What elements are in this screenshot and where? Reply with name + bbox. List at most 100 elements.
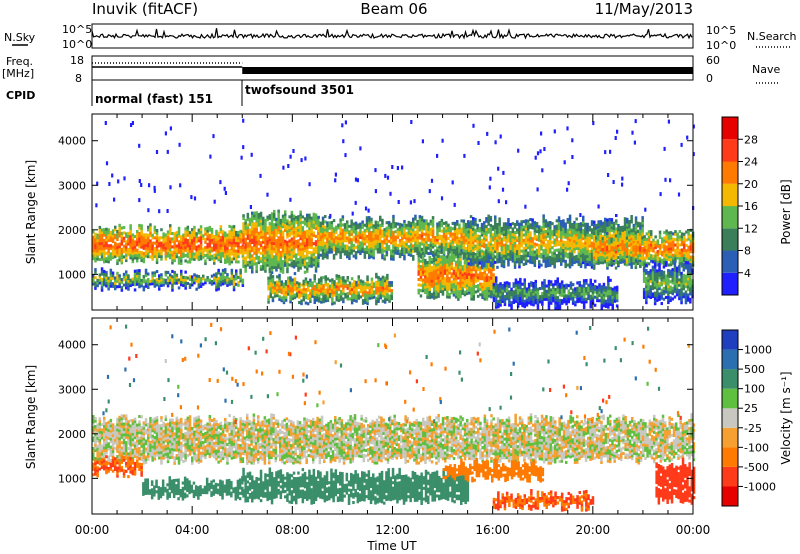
heatmap-cell	[98, 242, 102, 246]
heatmap-cell	[107, 284, 110, 288]
heatmap-cell	[314, 221, 318, 225]
heatmap-cell	[595, 229, 598, 233]
heatmap-cell	[450, 291, 453, 295]
heatmap-cell	[237, 233, 240, 237]
heatmap-cell	[193, 241, 196, 245]
heatmap-cell	[452, 253, 456, 257]
heatmap-cell	[566, 244, 570, 248]
heatmap-cell	[463, 271, 467, 275]
heatmap-cell	[494, 220, 497, 224]
heatmap-cell	[94, 284, 97, 288]
heatmap-cell	[210, 249, 214, 253]
heatmap-cell	[601, 227, 605, 231]
heatmap-cell	[451, 237, 455, 241]
heatmap-cell	[279, 234, 283, 238]
heatmap-cell	[494, 239, 497, 243]
heatmap-cell	[160, 252, 163, 256]
heatmap-cell	[277, 255, 280, 259]
heatmap-cell	[147, 283, 150, 287]
heatmap-cell	[426, 279, 429, 283]
heatmap-cell	[414, 225, 417, 229]
heatmap-cell	[396, 227, 400, 231]
heatmap-cell	[257, 213, 261, 217]
heatmap-cell	[546, 234, 550, 238]
heatmap-cell	[242, 240, 245, 244]
heatmap-cell	[324, 280, 327, 284]
heatmap-cell	[357, 286, 360, 290]
heatmap-cell	[431, 221, 435, 225]
heatmap-cell	[224, 281, 227, 285]
heatmap-cell	[255, 267, 258, 271]
heatmap-cell	[553, 238, 556, 242]
heatmap-cell	[582, 234, 585, 238]
heatmap-cell	[434, 244, 437, 248]
heatmap-cell	[271, 285, 275, 289]
heatmap-cell	[228, 254, 231, 258]
heatmap-cell	[232, 227, 236, 231]
heatmap-cell	[277, 209, 280, 213]
heatmap-cell	[462, 224, 466, 228]
heatmap-cell	[533, 237, 537, 241]
heatmap-cell	[312, 258, 316, 262]
heatmap-cell	[425, 248, 428, 252]
heatmap-cell	[215, 285, 218, 289]
heatmap-cell	[92, 249, 95, 253]
heatmap-cell	[509, 244, 512, 248]
heatmap-cell	[180, 277, 183, 281]
heatmap-cell	[109, 268, 113, 272]
heatmap-cell	[122, 250, 126, 254]
heatmap-cell	[300, 283, 303, 287]
heatmap-cell	[350, 243, 353, 247]
heatmap-cell	[341, 228, 345, 232]
heatmap-cell	[105, 284, 108, 288]
heatmap-cell	[450, 264, 453, 268]
heatmap-cell	[317, 278, 321, 282]
heatmap-cell	[292, 265, 296, 269]
heatmap-cell	[255, 246, 258, 250]
heatmap-cell	[224, 239, 227, 243]
heatmap-cell	[147, 236, 150, 240]
heatmap-cell	[513, 233, 517, 237]
heatmap-cell	[251, 257, 254, 261]
heatmap-cell	[118, 223, 121, 227]
heatmap-cell	[460, 230, 463, 234]
heatmap-cell	[626, 233, 629, 237]
heatmap-cell	[425, 251, 428, 255]
heatmap-cell	[428, 258, 431, 262]
heatmap-cell	[328, 234, 331, 238]
heatmap-cell	[271, 299, 275, 303]
heatmap-cell	[377, 278, 380, 282]
heatmap-cell	[335, 238, 338, 242]
heatmap-cell	[617, 248, 620, 252]
heatmap-cell	[96, 257, 99, 261]
heatmap-cell	[317, 221, 320, 225]
heatmap-cell	[560, 257, 563, 261]
heatmap-cell	[324, 241, 327, 245]
heatmap-cell	[447, 223, 450, 227]
heatmap-cell	[416, 230, 419, 234]
heatmap-cell	[476, 268, 480, 272]
heatmap-cell	[158, 236, 161, 240]
heatmap-cell	[197, 255, 201, 259]
heatmap-cell	[118, 255, 121, 259]
heatmap-cell	[197, 285, 201, 289]
heatmap-cell	[469, 239, 473, 243]
heatmap-cell	[286, 222, 289, 226]
heatmap-cell	[270, 217, 274, 221]
heatmap-cell	[509, 249, 512, 253]
heatmap-cell	[467, 243, 471, 247]
heatmap-cell	[501, 297, 504, 301]
heatmap-cell	[419, 289, 423, 293]
heatmap-cell	[111, 274, 115, 278]
heatmap-cell	[457, 281, 460, 285]
heatmap-cell	[301, 255, 305, 259]
heatmap-cell	[564, 225, 567, 229]
heatmap-cell	[375, 291, 378, 295]
heatmap-cell	[480, 257, 484, 261]
heatmap-cell	[372, 235, 375, 239]
heatmap-cell	[177, 286, 181, 290]
heatmap-cell	[421, 281, 425, 285]
heatmap-cell	[429, 251, 433, 255]
heatmap-cell	[617, 250, 620, 254]
heatmap-cell	[114, 281, 117, 285]
